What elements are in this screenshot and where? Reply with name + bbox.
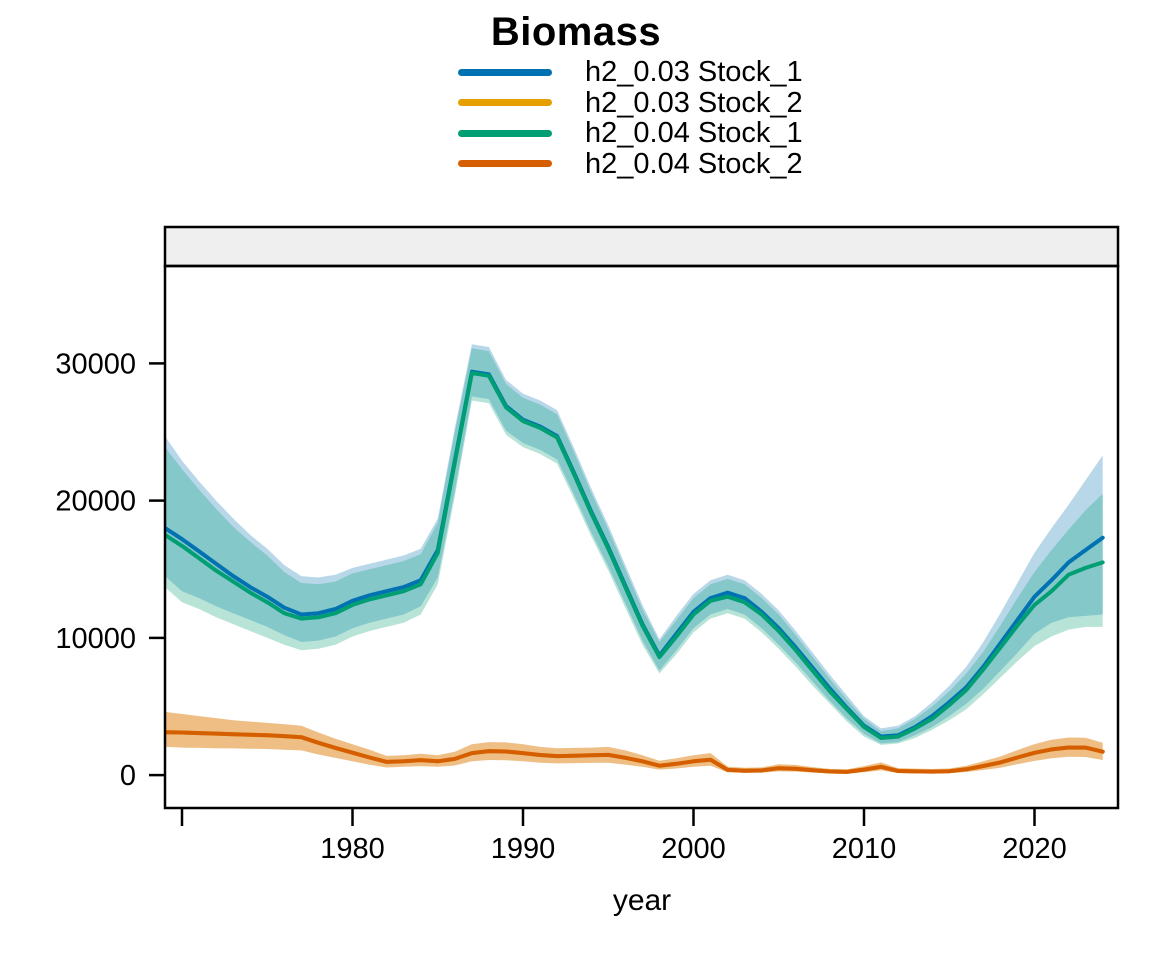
legend-item-label: h2_0.03 Stock_2: [585, 86, 803, 119]
legend-item: h2_0.03 Stock_1: [458, 57, 803, 88]
plot-panel-border: [163, 264, 1120, 810]
x-tick-label: 1980: [320, 833, 385, 865]
legend-item: h2_0.04 Stock_1: [458, 118, 803, 149]
y-tick-label: 0: [120, 760, 136, 792]
y-tick-label: 10000: [55, 623, 136, 655]
chart-title: Biomass: [490, 10, 662, 54]
x-axis-title: year: [612, 884, 672, 917]
line-h2_0.04-Stock_1: [165, 371, 1105, 740]
x-tick-label: 2010: [832, 833, 897, 865]
legend-item: h2_0.03 Stock_2: [458, 88, 803, 119]
ribbon-h2_0.04-Stock_2: [165, 711, 1103, 774]
line-h2_0.04-Stock_2: [165, 730, 1105, 774]
legend-key-line: [458, 160, 552, 168]
legend-item-label: h2_0.04 Stock_1: [585, 117, 803, 150]
ribbon-h2_0.03-Stock_2: [165, 711, 1103, 774]
ribbon-h2_0.04-Stock_1: [165, 348, 1103, 745]
y-tick-label: 20000: [55, 486, 136, 518]
y-tick-label: 30000: [55, 348, 136, 380]
legend-key-line: [458, 99, 552, 107]
x-tick-label: 1990: [491, 833, 556, 865]
legend-item: h2_0.04 Stock_2: [458, 149, 803, 180]
facet-strip: [163, 225, 1120, 268]
legend-item-label: h2_0.03 Stock_1: [585, 56, 803, 89]
legend: h2_0.03 Stock_1 h2_0.03 Stock_2 h2_0.04 St…: [458, 57, 803, 179]
x-tick-label: 2000: [661, 833, 726, 865]
legend-item-label: h2_0.04 Stock_2: [585, 147, 803, 180]
legend-key-line: [458, 129, 552, 137]
x-tick-label: 2020: [1002, 833, 1067, 865]
legend-key-line: [458, 68, 552, 76]
